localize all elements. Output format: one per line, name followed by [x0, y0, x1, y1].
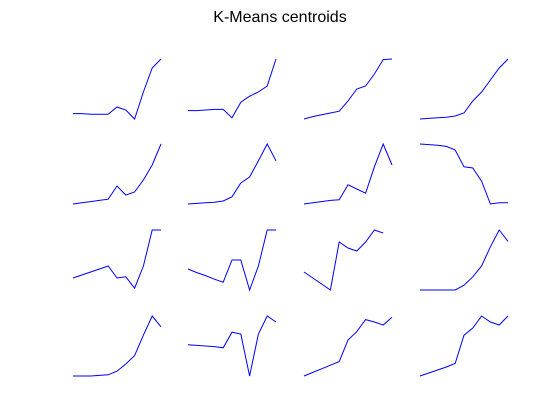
centroid-subplot-5	[73, 144, 161, 204]
centroid-subplot-10	[188, 230, 276, 290]
centroid-line-15	[304, 317, 392, 376]
centroid-line-9	[73, 230, 161, 288]
centroid-subplot-9	[73, 230, 161, 288]
centroid-line-11	[304, 230, 383, 290]
centroid-subplot-2	[188, 59, 276, 118]
centroid-subplot-12	[420, 230, 508, 290]
centroid-subplot-3	[304, 59, 392, 119]
centroid-line-16	[420, 316, 508, 376]
centroid-subplot-13	[73, 316, 161, 376]
centroid-line-7	[304, 144, 392, 204]
centroid-subplot-14	[188, 316, 276, 376]
centroid-line-10	[188, 230, 276, 290]
centroid-line-13	[73, 316, 161, 376]
centroid-subplot-8	[420, 144, 508, 204]
centroid-subplot-4	[420, 59, 508, 119]
centroid-subplot-16	[420, 316, 508, 376]
centroid-line-4	[420, 59, 508, 119]
centroid-line-6	[188, 144, 276, 204]
centroid-subplot-15	[304, 317, 392, 376]
centroid-line-8	[420, 144, 508, 204]
centroid-subplot-6	[188, 144, 276, 204]
centroid-subplot-1	[73, 59, 161, 119]
centroid-line-12	[420, 230, 508, 290]
centroid-line-3	[304, 59, 392, 119]
centroid-line-14	[188, 316, 276, 376]
centroid-line-5	[73, 144, 161, 204]
centroid-line-1	[73, 59, 161, 119]
centroid-line-2	[188, 59, 276, 118]
centroid-subplot-11	[304, 230, 383, 290]
centroid-subplot-7	[304, 144, 392, 204]
